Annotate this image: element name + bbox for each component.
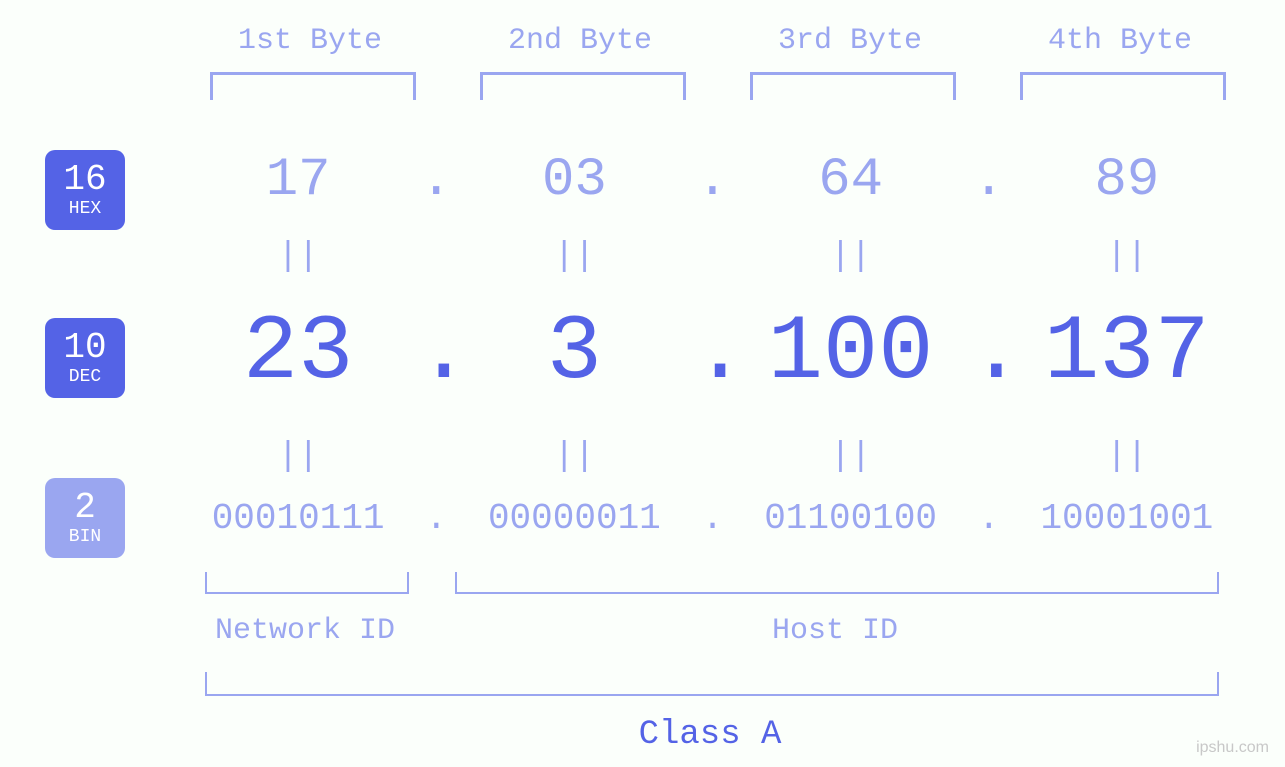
dot-sep: . bbox=[416, 150, 456, 211]
byte-bracket-3 bbox=[750, 72, 956, 100]
dot-sep: . bbox=[693, 498, 733, 539]
dec-byte-4: 137 bbox=[1009, 300, 1245, 405]
byte-label-4: 4th Byte bbox=[1010, 24, 1230, 58]
dot-sep: . bbox=[416, 498, 456, 539]
base-num-hex: 16 bbox=[63, 162, 106, 198]
network-id-bracket bbox=[205, 572, 409, 594]
byte-label-1: 1st Byte bbox=[200, 24, 420, 58]
ip-byte-diagram: 1st Byte 2nd Byte 3rd Byte 4th Byte 16 H… bbox=[0, 0, 1285, 767]
host-id-bracket bbox=[455, 572, 1219, 594]
base-num-dec: 10 bbox=[63, 330, 106, 366]
equals-sign: || bbox=[456, 238, 692, 276]
byte-label-3: 3rd Byte bbox=[740, 24, 960, 58]
hex-byte-3: 64 bbox=[733, 150, 969, 211]
bin-row: 00010111 . 00000011 . 01100100 . 1000100… bbox=[180, 498, 1245, 539]
base-badge-hex: 16 HEX bbox=[45, 150, 125, 230]
equals-sign: || bbox=[733, 238, 969, 276]
dot-sep: . bbox=[416, 300, 456, 405]
network-id-label: Network ID bbox=[205, 614, 405, 648]
dot-sep: . bbox=[969, 498, 1009, 539]
equals-sign: || bbox=[1009, 438, 1245, 476]
base-badge-bin: 2 BIN bbox=[45, 478, 125, 558]
base-badge-dec: 10 DEC bbox=[45, 318, 125, 398]
dot-sep: . bbox=[969, 300, 1009, 405]
base-num-bin: 2 bbox=[74, 490, 96, 526]
bin-byte-3: 01100100 bbox=[733, 498, 969, 539]
byte-bracket-2 bbox=[480, 72, 686, 100]
equals-sign: || bbox=[456, 438, 692, 476]
byte-bracket-4 bbox=[1020, 72, 1226, 100]
hex-byte-1: 17 bbox=[180, 150, 416, 211]
dec-byte-3: 100 bbox=[733, 300, 969, 405]
bin-byte-4: 10001001 bbox=[1009, 498, 1245, 539]
dec-byte-2: 3 bbox=[456, 300, 692, 405]
equals-sign: || bbox=[180, 238, 416, 276]
equals-row-2: || || || || bbox=[180, 438, 1245, 476]
equals-sign: || bbox=[180, 438, 416, 476]
class-label: Class A bbox=[205, 716, 1215, 754]
base-label-hex: HEX bbox=[69, 200, 101, 218]
byte-bracket-1 bbox=[210, 72, 416, 100]
dot-sep: . bbox=[693, 300, 733, 405]
watermark: ipshu.com bbox=[1196, 739, 1269, 757]
dec-byte-1: 23 bbox=[180, 300, 416, 405]
base-label-bin: BIN bbox=[69, 528, 101, 546]
equals-sign: || bbox=[1009, 238, 1245, 276]
equals-row-1: || || || || bbox=[180, 238, 1245, 276]
byte-label-2: 2nd Byte bbox=[470, 24, 690, 58]
dec-row: 23 . 3 . 100 . 137 bbox=[180, 300, 1245, 405]
bin-byte-1: 00010111 bbox=[180, 498, 416, 539]
dot-sep: . bbox=[693, 150, 733, 211]
dot-sep: . bbox=[969, 150, 1009, 211]
bin-byte-2: 00000011 bbox=[456, 498, 692, 539]
equals-sign: || bbox=[733, 438, 969, 476]
hex-row: 17 . 03 . 64 . 89 bbox=[180, 150, 1245, 211]
hex-byte-4: 89 bbox=[1009, 150, 1245, 211]
hex-byte-2: 03 bbox=[456, 150, 692, 211]
class-bracket bbox=[205, 672, 1219, 696]
base-label-dec: DEC bbox=[69, 368, 101, 386]
host-id-label: Host ID bbox=[455, 614, 1215, 648]
